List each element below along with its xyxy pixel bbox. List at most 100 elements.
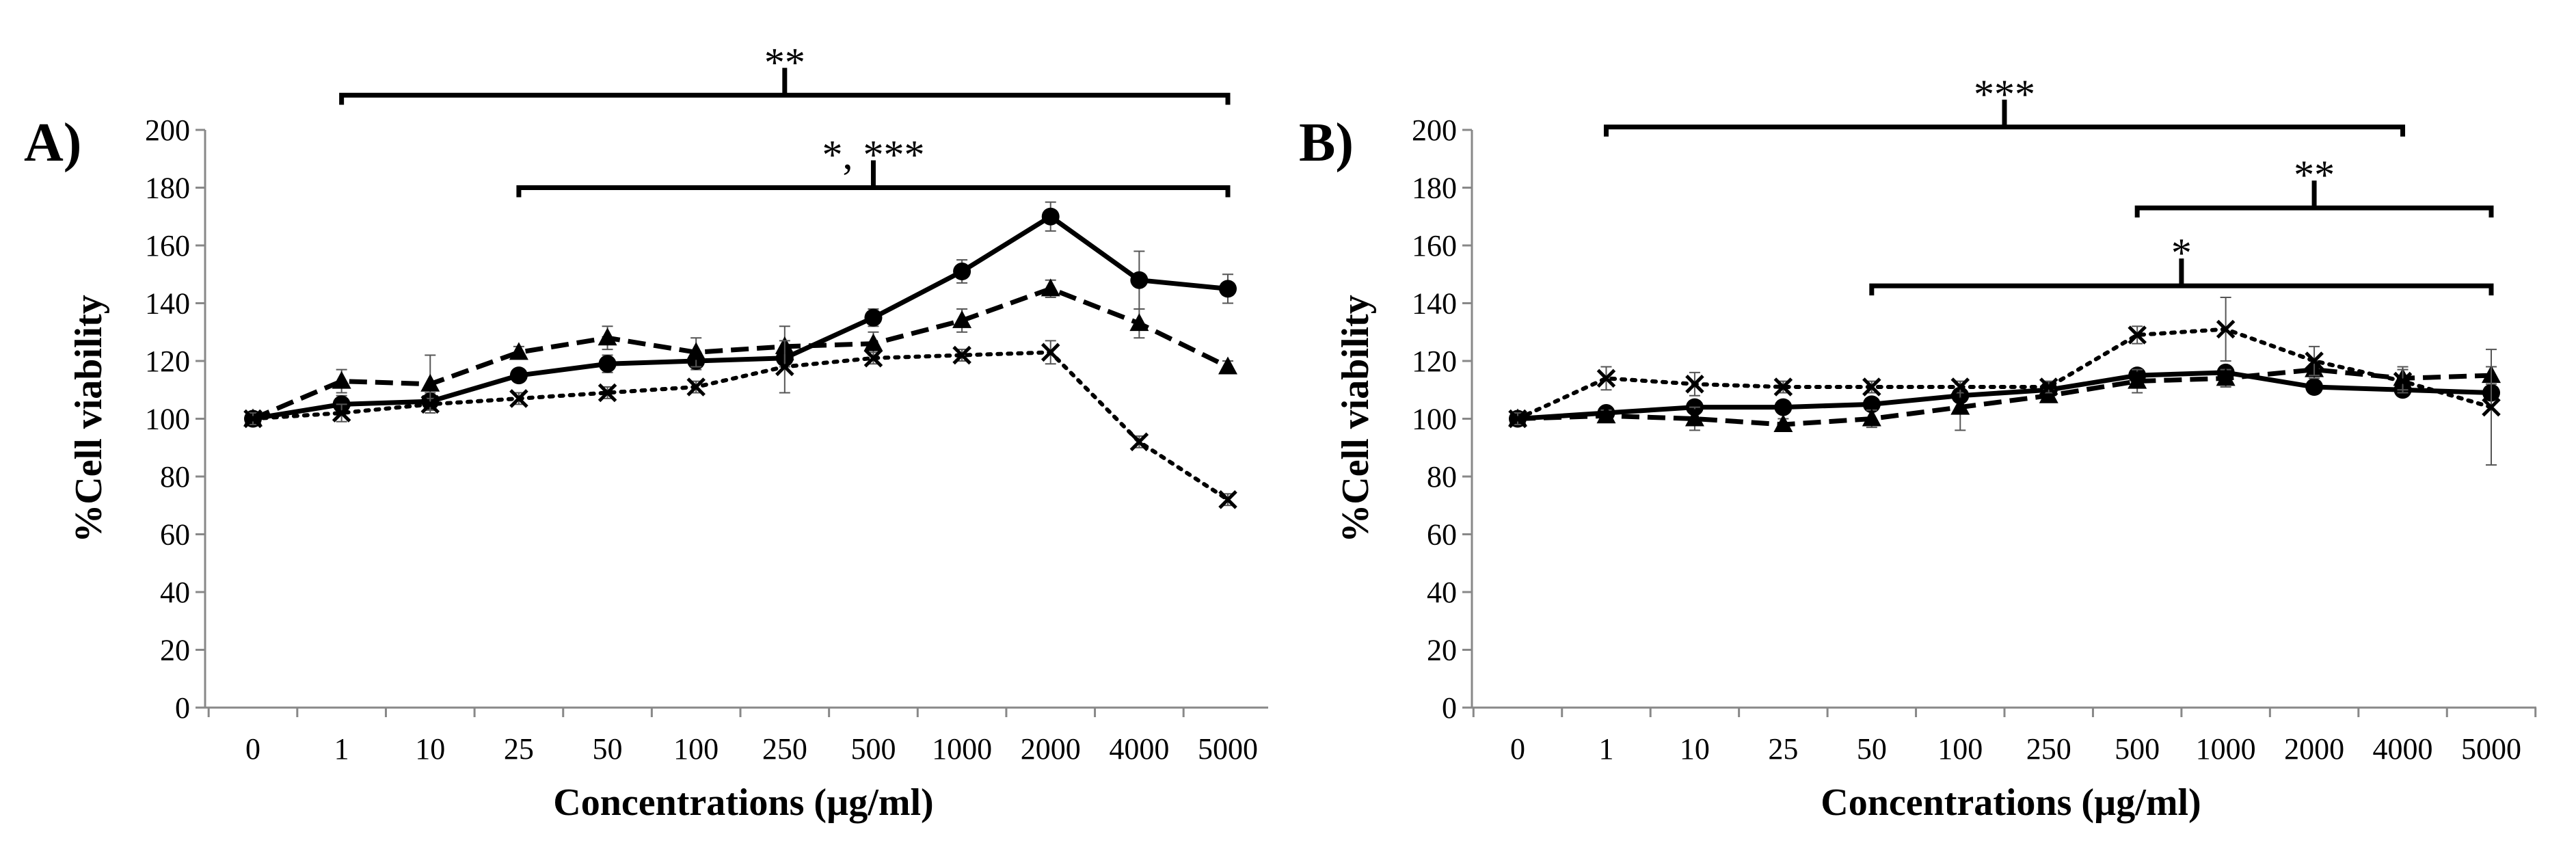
- x-tick-label: 5000: [1198, 732, 1258, 766]
- x-tick-label: 50: [1857, 732, 1887, 766]
- data-point-circle: [953, 263, 971, 281]
- series-triangle: [243, 278, 1237, 427]
- y-tick-label: 160: [145, 229, 190, 263]
- y-axis-title: %Cell viability: [1334, 295, 1377, 542]
- x-tick-label: 0: [1510, 732, 1525, 766]
- data-point-cross: [2216, 319, 2236, 339]
- x-tick-label: 5000: [2461, 732, 2521, 766]
- x-tick-label: 250: [762, 732, 807, 766]
- y-tick-label: 120: [1412, 345, 1457, 378]
- data-point-circle: [598, 355, 617, 373]
- x-tick-label: 0: [245, 732, 260, 766]
- significance-bracket: **: [339, 40, 1231, 105]
- x-tick-label: 1: [334, 732, 349, 766]
- y-tick-label: 20: [160, 634, 190, 667]
- y-tick-label: 180: [145, 172, 190, 205]
- data-point-cross: [2482, 397, 2501, 417]
- bracket-line: [516, 185, 1231, 198]
- x-tick-label: 100: [673, 732, 719, 766]
- y-tick-label: 100: [145, 403, 190, 436]
- x-tick-label: 2000: [2284, 732, 2344, 766]
- x-tick-label: 500: [2115, 732, 2160, 766]
- bracket-line: [2134, 205, 2494, 218]
- x-axis-title: Concentrations (µg/ml): [1821, 781, 2201, 824]
- data-point-circle: [1219, 280, 1237, 298]
- data-point-cross: [863, 349, 883, 368]
- series-line: [1517, 370, 2492, 421]
- y-tick-label: 140: [1412, 287, 1457, 321]
- data-point-triangle: [1596, 405, 1616, 424]
- y-tick-label: 80: [1427, 460, 1457, 494]
- significance-bracket: *: [1869, 230, 2494, 296]
- x-tick-label: 4000: [1109, 732, 1169, 766]
- data-point-cross: [1862, 377, 1881, 397]
- y-tick-label: 40: [1427, 576, 1457, 609]
- data-point-cross: [332, 403, 351, 422]
- y-axis-title: %Cell viability: [68, 295, 110, 542]
- data-point-triangle: [1862, 408, 1881, 427]
- y-tick-label: 0: [175, 691, 190, 725]
- data-point-cross: [686, 377, 706, 397]
- data-point-circle: [2305, 378, 2324, 397]
- x-tick-label: 50: [593, 732, 623, 766]
- series-line: [252, 214, 1229, 421]
- data-point-triangle: [1218, 356, 1237, 375]
- bracket-line: [1869, 283, 2494, 296]
- x-tick-label: 1: [1598, 732, 1613, 766]
- data-point-triangle: [863, 333, 883, 351]
- data-point-cross: [1685, 375, 1704, 394]
- x-tick-label: 1000: [932, 732, 992, 766]
- y-tick-label: 160: [1412, 229, 1457, 263]
- data-point-triangle: [2039, 385, 2058, 403]
- data-point-circle: [1774, 398, 1793, 416]
- data-point-triangle: [686, 342, 706, 360]
- series-circle: [244, 201, 1237, 428]
- y-tick-label: 60: [160, 518, 190, 552]
- data-point-triangle: [332, 371, 351, 389]
- data-point-cross: [2305, 351, 2324, 371]
- significance-label: **: [2294, 152, 2335, 198]
- data-point-triangle: [1773, 414, 1793, 432]
- series-line: [1517, 367, 2492, 427]
- data-point-cross: [1950, 377, 1970, 397]
- significance-label: *, ***: [822, 133, 924, 178]
- x-tick-label: 10: [1680, 732, 1710, 766]
- data-point-cross: [1773, 377, 1793, 397]
- x-tick-label: 250: [2026, 732, 2071, 766]
- series-cross: [1508, 297, 2501, 466]
- series-line: [252, 286, 1229, 421]
- x-tick-label: 100: [1937, 732, 1983, 766]
- y-tick-label: 200: [145, 113, 190, 147]
- y-tick-label: 100: [1412, 403, 1457, 436]
- y-tick-label: 0: [1442, 691, 1457, 725]
- significance-bracket: **: [2134, 152, 2494, 218]
- x-tick-label: 1000: [2196, 732, 2256, 766]
- data-point-cross: [1041, 343, 1060, 362]
- data-point-triangle: [952, 310, 972, 328]
- data-point-circle: [1862, 395, 1881, 414]
- significance-label: *: [2171, 230, 2192, 276]
- data-point-triangle: [2128, 371, 2147, 389]
- x-tick-label: 25: [504, 732, 534, 766]
- data-point-cross: [420, 394, 440, 414]
- data-point-triangle: [1950, 397, 1970, 415]
- data-point-triangle: [2216, 368, 2236, 386]
- data-point-cross: [1596, 368, 1616, 388]
- x-tick-label: 4000: [2373, 732, 2433, 766]
- series-line: [1516, 327, 2493, 421]
- data-point-circle: [509, 366, 528, 385]
- data-point-triangle: [1041, 278, 1060, 297]
- x-tick-label: 25: [1768, 732, 1798, 766]
- y-tick-label: 140: [145, 287, 190, 321]
- significance-label: ***: [1974, 72, 2035, 117]
- y-tick-label: 20: [1427, 634, 1457, 667]
- panel-label: B): [1299, 113, 1354, 173]
- data-point-triangle: [420, 373, 440, 392]
- data-point-cross: [775, 357, 794, 377]
- y-tick-label: 80: [160, 460, 190, 494]
- data-point-cross: [1508, 409, 1527, 429]
- data-point-triangle: [1129, 313, 1149, 332]
